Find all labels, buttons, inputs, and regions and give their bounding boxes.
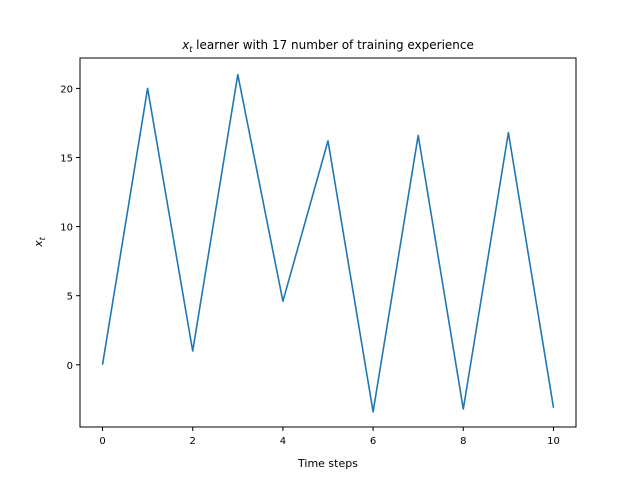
x-tick-label: 6 <box>370 436 376 447</box>
x-tick-label: 4 <box>280 436 286 447</box>
y-axis-label: xt <box>32 236 47 248</box>
y-tick-label: 0 <box>67 361 73 372</box>
y-axis: 0 5 10 15 20 <box>60 84 80 372</box>
x-tick-label: 10 <box>547 436 560 447</box>
axes-frame <box>79 57 577 428</box>
y-tick-label: 15 <box>60 154 73 165</box>
x-tick-label: 0 <box>99 436 105 447</box>
x-axis-label: Time steps <box>297 457 358 470</box>
chart-title: xt learner with 17 number of training ex… <box>181 38 474 54</box>
x-axis: 0 2 4 6 8 10 <box>99 427 560 447</box>
x-tick-label: 8 <box>460 436 466 447</box>
y-tick-label: 5 <box>67 292 73 303</box>
series-line <box>101 73 555 413</box>
y-tick-label: 20 <box>60 84 73 95</box>
y-tick-label: 10 <box>60 223 73 234</box>
plot-area <box>101 73 555 413</box>
x-tick-label: 2 <box>190 436 196 447</box>
